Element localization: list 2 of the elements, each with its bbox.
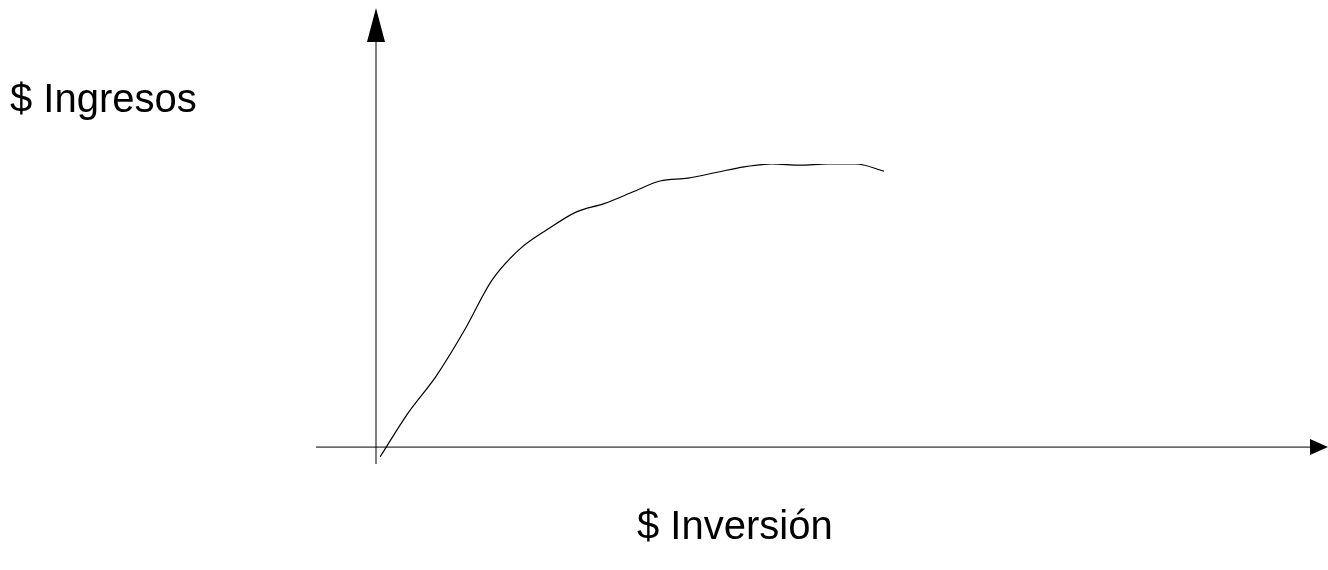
y-axis-title: $ Ingresos xyxy=(10,76,197,120)
x-axis-title: $ Inversión xyxy=(637,503,833,547)
